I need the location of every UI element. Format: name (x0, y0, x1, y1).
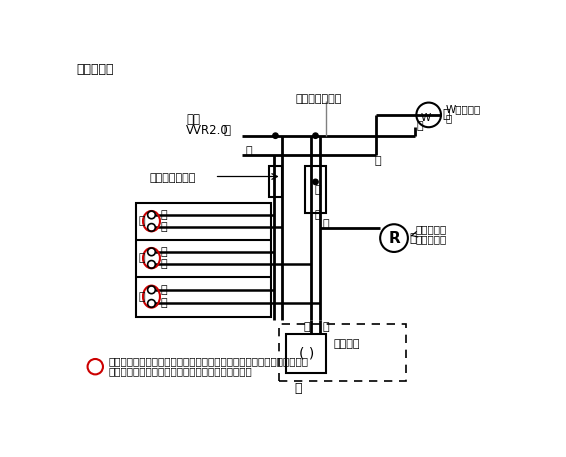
Text: 白: 白 (315, 185, 321, 195)
Bar (305, 166, 326, 213)
Text: 白: 白 (417, 121, 423, 131)
Text: 白: 白 (224, 124, 231, 137)
Text: 電源: 電源 (186, 113, 200, 127)
Text: の端子に白: の端子に白 (415, 234, 447, 244)
Text: W: W (421, 113, 431, 123)
Text: R: R (388, 231, 400, 245)
Bar (269, 166, 282, 197)
Text: 白: 白 (161, 298, 168, 308)
Bar (286, 334, 326, 373)
Text: 黒: 黒 (375, 156, 381, 166)
Text: 口: 口 (409, 232, 417, 244)
Text: 白: 白 (161, 260, 168, 270)
Text: 》復線図「: 》復線図「 (76, 63, 114, 75)
Text: 黒: 黒 (246, 146, 252, 156)
Text: 黒と白が上下入れ替わっていても欠陥としない。: 黒と白が上下入れ替わっていても欠陥としない。 (108, 367, 252, 376)
Text: 黒: 黒 (161, 285, 168, 295)
Text: 施工省略: 施工省略 (334, 339, 361, 349)
Text: ( ): ( ) (299, 346, 314, 360)
Text: VVR2.0: VVR2.0 (186, 124, 229, 137)
Text: イ: イ (138, 216, 145, 226)
Text: 黒: 黒 (161, 247, 168, 257)
Text: 白: 白 (323, 219, 329, 229)
Text: イ: イ (443, 108, 450, 122)
Circle shape (313, 133, 318, 138)
Text: 白: 白 (323, 322, 329, 332)
Text: ハ: ハ (294, 382, 302, 395)
Text: Wの表示に: Wの表示に (445, 104, 481, 114)
Text: 受金ねじ部: 受金ねじ部 (415, 224, 447, 234)
Text: 黒: 黒 (304, 322, 310, 332)
Circle shape (273, 133, 278, 138)
Text: ハ: ハ (138, 292, 145, 302)
Text: 白: 白 (161, 223, 168, 233)
Text: 差込形コネクタ: 差込形コネクタ (295, 94, 342, 104)
Text: 口: 口 (138, 253, 145, 263)
Text: 差込形コネクタ: 差込形コネクタ (149, 173, 195, 183)
Bar (278, 324, 406, 381)
Text: 白: 白 (445, 113, 452, 123)
Circle shape (313, 179, 318, 185)
Text: 黒: 黒 (315, 210, 321, 220)
Text: 黒: 黒 (161, 210, 168, 220)
Bar (136, 203, 271, 317)
Text: ：施工条件どおりに配線されていれば、各リモコンリレーへの結線は、: ：施工条件どおりに配線されていれば、各リモコンリレーへの結線は、 (108, 356, 308, 367)
